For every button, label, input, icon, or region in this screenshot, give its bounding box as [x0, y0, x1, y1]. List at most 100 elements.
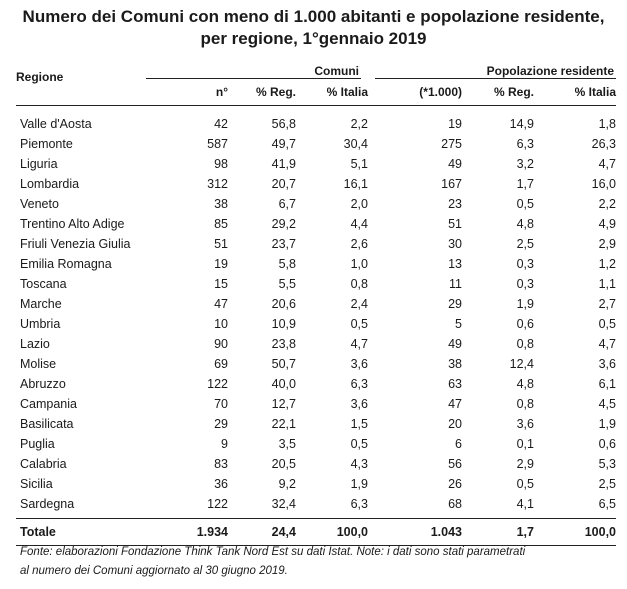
cell-n: 36	[214, 477, 228, 491]
cell-reg-comuni: 32,4	[271, 497, 296, 511]
cell-migliaia: 56	[448, 457, 462, 471]
cell-migliaia: 167	[441, 177, 462, 191]
cell-italia-pop: 4,5	[598, 397, 616, 411]
cell-italia-comuni: 1,0	[350, 257, 368, 271]
cell-region: Emilia Romagna	[20, 257, 112, 271]
cell-reg-comuni: 23,8	[271, 337, 296, 351]
cell-region: Campania	[20, 397, 77, 411]
cell-migliaia: 29	[448, 297, 462, 311]
header-col-migliaia: (*1.000)	[368, 78, 462, 106]
cell-italia-comuni: 6,3	[350, 497, 368, 511]
cell-n: 69	[214, 357, 228, 371]
table-row: Basilicata 29 22,1 1,5 20 3,6 1,9	[16, 414, 616, 434]
table-row: Molise 69 50,7 3,6 38 12,4 3,6	[16, 354, 616, 374]
cell-reg-pop: 0,8	[516, 397, 534, 411]
data-table: Regione Comuni Popolazione residente n° …	[16, 58, 616, 546]
cell-italia-comuni: 0,5	[350, 317, 368, 331]
cell-italia-comuni: 3,6	[350, 397, 368, 411]
cell-region: Friuli Venezia Giulia	[20, 237, 131, 251]
header-col-reg-comuni: % Reg.	[228, 78, 296, 106]
cell-reg-comuni: 6,7	[278, 197, 296, 211]
cell-reg-pop: 6,3	[516, 137, 534, 151]
total-row: Totale 1.934 24,4 100,0 1.043 1,7 100,0	[16, 518, 616, 546]
cell-reg-pop: 2,5	[516, 237, 534, 251]
cell-n: 83	[214, 457, 228, 471]
cell-reg-pop: 1,7	[516, 177, 534, 191]
table-row: Lombardia 312 20,7 16,1 167 1,7 16,0	[16, 174, 616, 194]
header-region: Regione	[16, 58, 146, 106]
cell-n: 98	[214, 157, 228, 171]
cell-italia-comuni: 3,6	[350, 357, 368, 371]
cell-italia-comuni: 2,6	[350, 237, 368, 251]
table-row: Toscana 15 5,5 0,8 11 0,3 1,1	[16, 274, 616, 294]
cell-italia-pop: 4,9	[598, 217, 616, 231]
cell-region: Lazio	[20, 337, 50, 351]
cell-italia-pop: 2,9	[598, 237, 616, 251]
cell-italia-pop: 0,5	[598, 317, 616, 331]
cell-migliaia: 68	[448, 497, 462, 511]
cell-migliaia: 30	[448, 237, 462, 251]
cell-italia-pop: 1,1	[598, 277, 616, 291]
cell-reg-comuni: 49,7	[271, 137, 296, 151]
cell-region: Sicilia	[20, 477, 53, 491]
cell-reg-pop: 0,3	[516, 277, 534, 291]
cell-reg-pop: 12,4	[509, 357, 534, 371]
cell-reg-comuni: 5,5	[278, 277, 296, 291]
table-row: Campania 70 12,7 3,6 47 0,8 4,5	[16, 394, 616, 414]
cell-italia-comuni: 2,2	[350, 117, 368, 131]
cell-n: 312	[207, 177, 228, 191]
table-row: Trentino Alto Adige 85 29,2 4,4 51 4,8 4,9	[16, 214, 616, 234]
table-row: Valle d'Aosta 42 56,8 2,2 19 14,9 1,8	[16, 106, 616, 135]
table-row: Puglia 9 3,5 0,5 6 0,1 0,6	[16, 434, 616, 454]
cell-reg-pop: 0,5	[516, 197, 534, 211]
cell-n: 90	[214, 337, 228, 351]
cell-reg-pop: 0,1	[516, 437, 534, 451]
cell-italia-pop: 2,7	[598, 297, 616, 311]
cell-region: Trentino Alto Adige	[20, 217, 125, 231]
total-italia-pop: 100,0	[534, 518, 616, 546]
cell-reg-pop: 0,3	[516, 257, 534, 271]
cell-region: Abruzzo	[20, 377, 66, 391]
table-body: Valle d'Aosta 42 56,8 2,2 19 14,9 1,8 Piemonte 5…	[16, 106, 616, 515]
cell-italia-pop: 1,9	[598, 417, 616, 431]
cell-reg-pop: 0,8	[516, 337, 534, 351]
table-row: Sicilia 36 9,2 1,9 26 0,5 2,5	[16, 474, 616, 494]
table-row: Calabria 83 20,5 4,3 56 2,9 5,3	[16, 454, 616, 474]
cell-n: 70	[214, 397, 228, 411]
cell-italia-pop: 6,1	[598, 377, 616, 391]
cell-region: Sardegna	[20, 497, 75, 511]
header-columns-row: n° % Reg. % Italia (*1.000) % Reg. % Ita…	[16, 78, 616, 106]
cell-region: Marche	[20, 297, 62, 311]
cell-italia-pop: 1,8	[598, 117, 616, 131]
cell-italia-comuni: 16,1	[343, 177, 368, 191]
cell-region: Toscana	[20, 277, 67, 291]
cell-n: 19	[214, 257, 228, 271]
table-row: Lazio 90 23,8 4,7 49 0,8 4,7	[16, 334, 616, 354]
cell-reg-comuni: 10,9	[271, 317, 296, 331]
cell-italia-pop: 4,7	[598, 337, 616, 351]
header-col-reg-pop: % Reg.	[462, 78, 534, 106]
cell-italia-comuni: 0,5	[350, 437, 368, 451]
cell-n: 47	[214, 297, 228, 311]
cell-n: 85	[214, 217, 228, 231]
cell-reg-comuni: 40,0	[271, 377, 296, 391]
cell-migliaia: 49	[448, 337, 462, 351]
cell-italia-comuni: 30,4	[343, 137, 368, 151]
cell-migliaia: 23	[448, 197, 462, 211]
cell-n: 42	[214, 117, 228, 131]
cell-region: Basilicata	[20, 417, 74, 431]
cell-reg-pop: 4,8	[516, 377, 534, 391]
cell-n: 38	[214, 197, 228, 211]
cell-region: Liguria	[20, 157, 58, 171]
cell-italia-pop: 0,6	[598, 437, 616, 451]
cell-reg-comuni: 20,6	[271, 297, 296, 311]
cell-italia-pop: 5,3	[598, 457, 616, 471]
cell-migliaia: 11	[449, 277, 462, 291]
table-row: Veneto 38 6,7 2,0 23 0,5 2,2	[16, 194, 616, 214]
cell-reg-pop: 0,5	[516, 477, 534, 491]
cell-reg-comuni: 5,8	[278, 257, 296, 271]
total-reg-comuni: 24,4	[228, 518, 296, 546]
cell-region: Lombardia	[20, 177, 80, 191]
title-line-2: per regione, 1°gennaio 2019	[200, 29, 427, 48]
